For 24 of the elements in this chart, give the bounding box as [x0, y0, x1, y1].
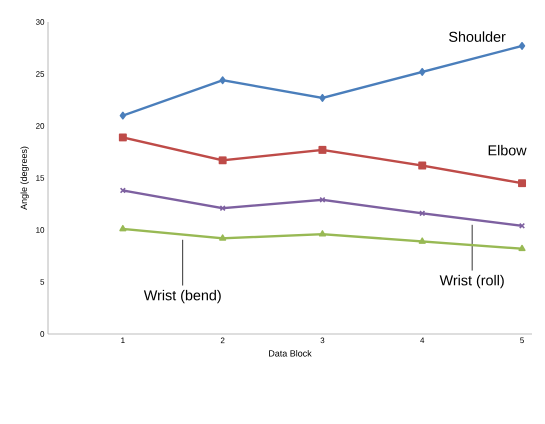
point [419, 68, 426, 76]
point [418, 162, 426, 170]
point [119, 224, 126, 232]
point [319, 94, 326, 102]
point [319, 196, 326, 203]
point [518, 244, 526, 252]
point [318, 146, 326, 154]
point [218, 156, 227, 164]
point [219, 76, 226, 84]
point [118, 133, 127, 142]
point [518, 42, 526, 50]
point [518, 179, 526, 188]
point [219, 234, 226, 241]
point [419, 210, 426, 216]
point [418, 237, 426, 244]
series-label: Elbow [488, 144, 527, 156]
y-axis-title: Angle (degrees) [20, 146, 29, 210]
point [318, 230, 326, 237]
point [220, 205, 226, 212]
series-label: Shoulder [449, 31, 506, 42]
text: Wrist (roll) [440, 274, 504, 288]
text: Wrist (bend) [144, 290, 221, 304]
x-axis-title: Data Block [269, 350, 312, 357]
point [120, 112, 126, 120]
